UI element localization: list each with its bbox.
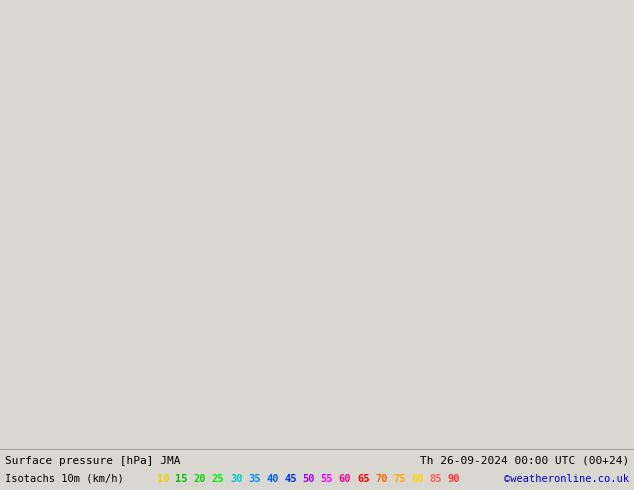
Text: 30: 30 (230, 474, 242, 484)
Text: Isotachs 10m (km/h): Isotachs 10m (km/h) (5, 474, 124, 484)
Text: 25: 25 (212, 474, 224, 484)
Text: 85: 85 (430, 474, 442, 484)
Text: 50: 50 (302, 474, 315, 484)
Text: 70: 70 (375, 474, 387, 484)
Text: 35: 35 (248, 474, 261, 484)
Text: 10: 10 (157, 474, 170, 484)
Text: 20: 20 (193, 474, 206, 484)
Text: 55: 55 (321, 474, 333, 484)
Text: 40: 40 (266, 474, 279, 484)
Text: Th 26-09-2024 00:00 UTC (00+24): Th 26-09-2024 00:00 UTC (00+24) (420, 456, 629, 466)
Text: 65: 65 (357, 474, 370, 484)
Text: 45: 45 (285, 474, 297, 484)
Text: 80: 80 (411, 474, 424, 484)
Text: ©weatheronline.co.uk: ©weatheronline.co.uk (504, 474, 629, 484)
Text: Surface pressure [hPa] JMA: Surface pressure [hPa] JMA (5, 456, 181, 466)
Text: 60: 60 (339, 474, 351, 484)
Text: 75: 75 (393, 474, 406, 484)
Text: 15: 15 (176, 474, 188, 484)
Text: 90: 90 (448, 474, 460, 484)
